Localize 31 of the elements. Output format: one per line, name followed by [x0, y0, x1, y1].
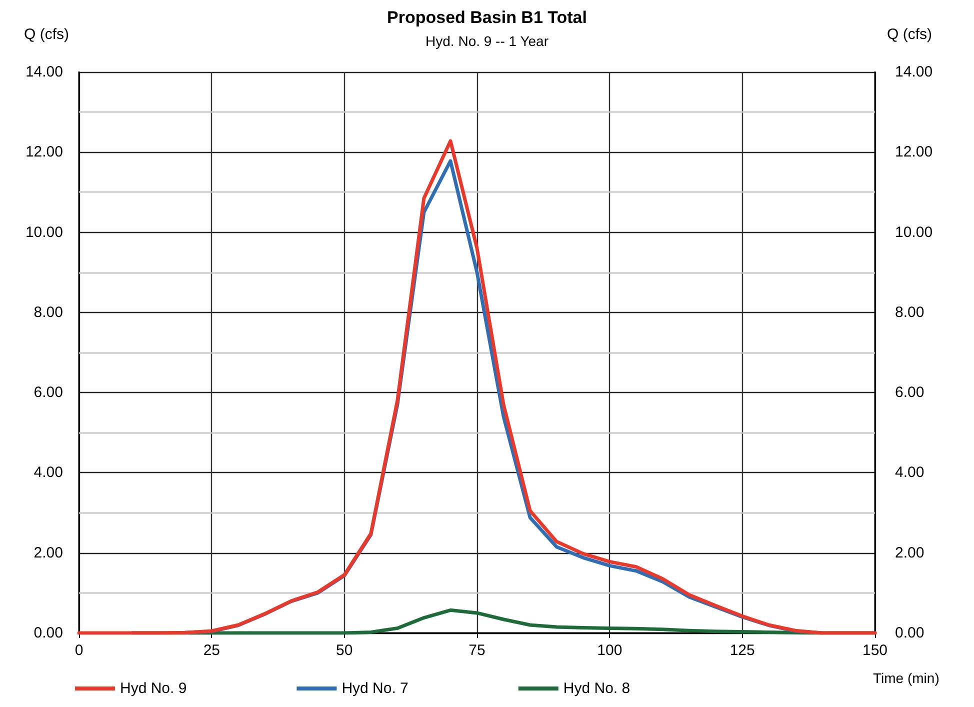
chart-title: Proposed Basin B1 Total — [387, 8, 587, 27]
legend-label: Hyd No. 9 — [120, 680, 187, 697]
x-tick-label: 75 — [468, 642, 486, 659]
y2-tick-label: 12.00 — [895, 144, 933, 161]
y2-tick-label: 10.00 — [895, 224, 933, 241]
y2-tick-label: 4.00 — [895, 464, 924, 482]
y-tick-label: 10.00 — [25, 224, 63, 241]
y-tick-label: 0.00 — [34, 624, 63, 642]
y2-tick-label: 8.00 — [895, 304, 924, 321]
y-tick-label: 2.00 — [34, 544, 63, 562]
x-tick-label: 0 — [74, 642, 84, 659]
chart-subtitle: Hyd. No. 9 -- 1 Year — [426, 33, 549, 49]
y2-tick-label: 0.00 — [895, 624, 924, 642]
x-tick-label: 50 — [336, 642, 353, 659]
y-tick-label: 12.00 — [25, 144, 63, 161]
y2-tick-label: 6.00 — [895, 384, 924, 402]
legend-label: Hyd No. 8 — [563, 680, 630, 697]
x-tick-label: 100 — [597, 642, 622, 659]
y-tick-label: 6.00 — [34, 384, 63, 402]
y-axis-title: Q (cfs) — [24, 26, 69, 43]
y-tick-label: 14.00 — [25, 64, 63, 80]
x-axis-title: Time (min) — [873, 670, 940, 686]
x-tick-label: 25 — [203, 642, 220, 659]
y2-axis-title: Q (cfs) — [887, 26, 932, 43]
y2-tick-label: 2.00 — [895, 544, 924, 562]
legend-label: Hyd No. 7 — [342, 680, 408, 697]
y-tick-label: 8.00 — [34, 304, 63, 321]
x-tick-label: 125 — [730, 642, 755, 659]
y2-tick-label: 14.00 — [895, 64, 933, 80]
y-tick-label: 4.00 — [34, 464, 63, 482]
x-tick-label: 150 — [862, 642, 888, 659]
